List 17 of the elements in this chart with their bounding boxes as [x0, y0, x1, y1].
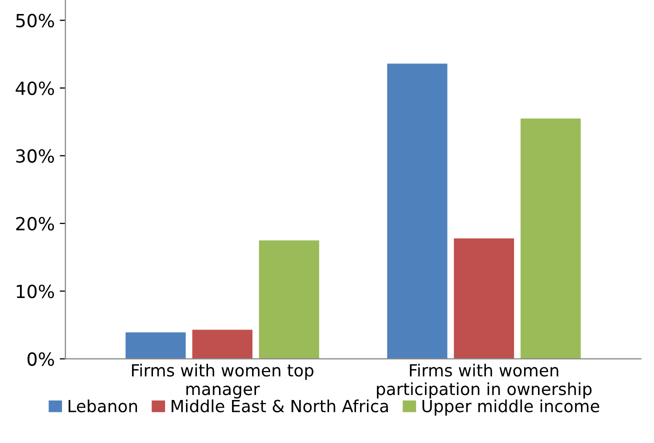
legend-label: Lebanon	[68, 399, 137, 412]
bar	[454, 238, 514, 359]
legend-label: Upper middle income	[422, 399, 600, 416]
bar	[387, 64, 448, 359]
y-tick-label: 50%	[16, 14, 54, 28]
legend-label: Middle East & North Africa	[172, 399, 388, 412]
y-tick-label: 40%	[16, 81, 54, 96]
y-tick-label: 20%	[16, 216, 54, 231]
bar	[258, 240, 320, 359]
x-tick-label: Firms with women top manager	[132, 364, 314, 398]
bar	[520, 118, 581, 359]
bar	[192, 330, 252, 359]
x-tick-label: Firms with women participation in ownership	[376, 364, 592, 398]
y-tick-label: 0%	[28, 352, 54, 366]
y-tick-label: 10%	[16, 284, 54, 298]
y-tick-label: 30%	[16, 149, 54, 163]
bar	[126, 332, 186, 359]
